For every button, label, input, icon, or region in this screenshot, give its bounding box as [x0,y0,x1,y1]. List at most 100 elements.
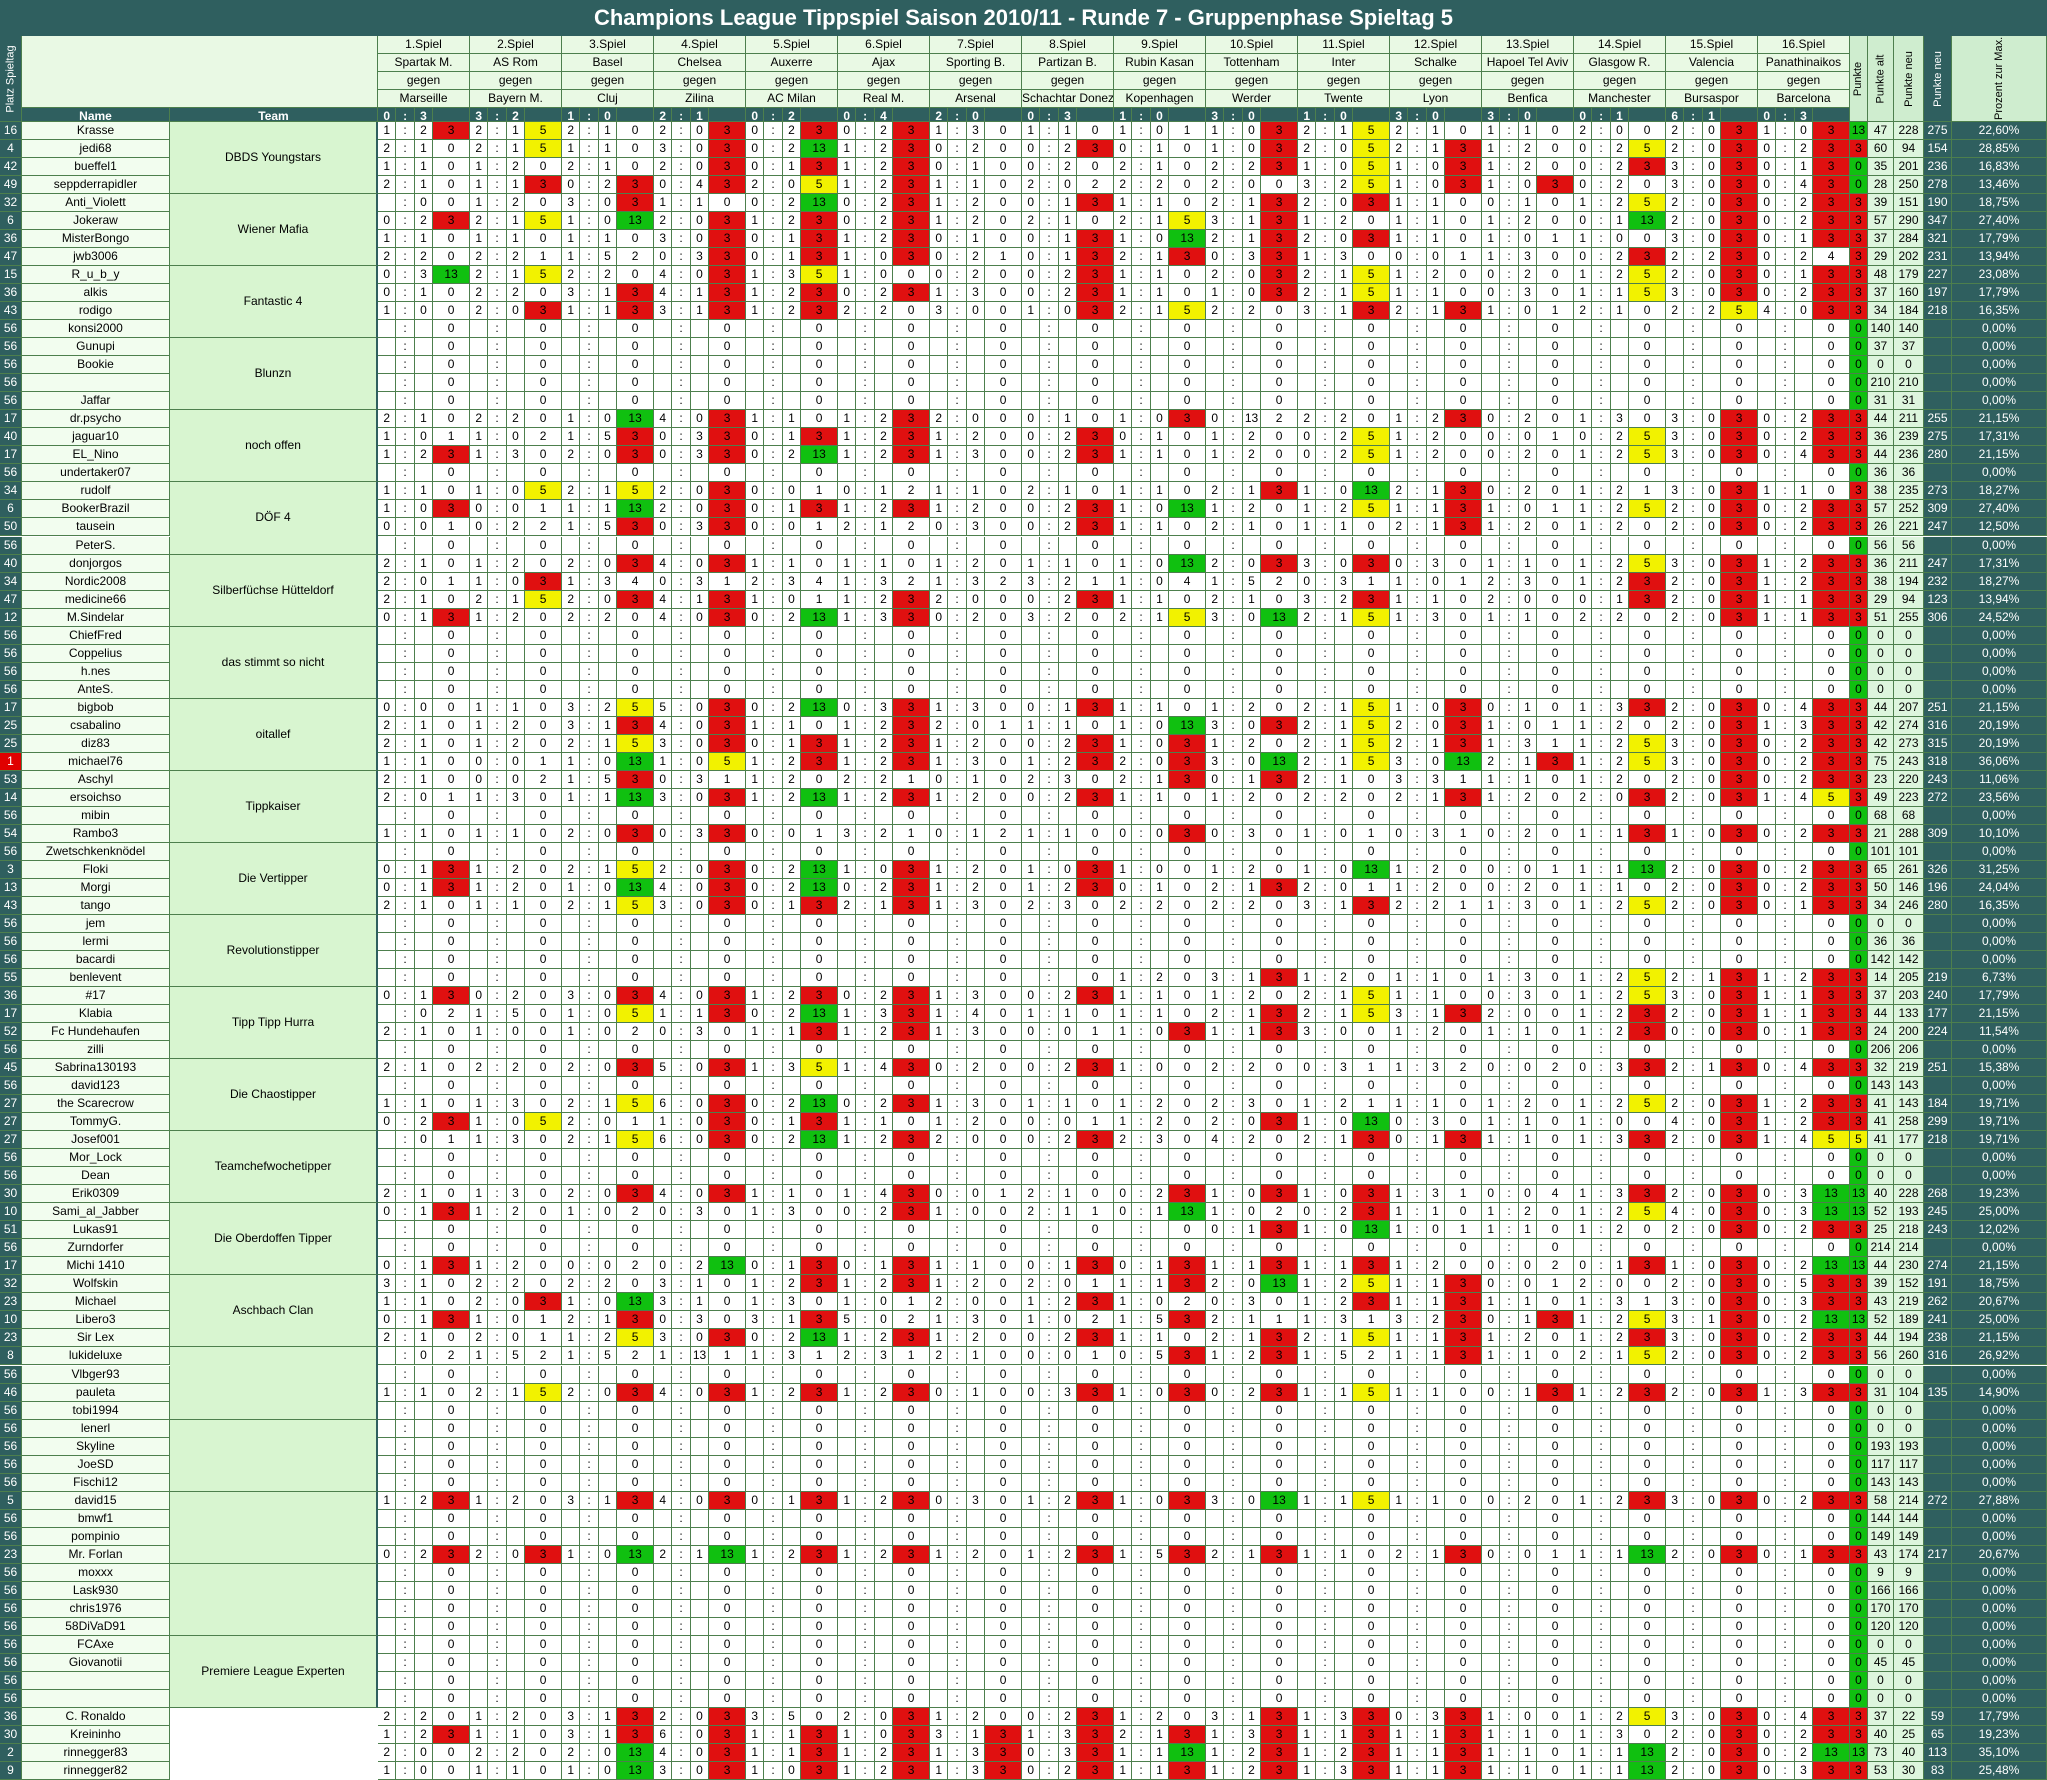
tip-sep: : [1040,374,1058,392]
punkte-cell: 0 [1850,176,1868,194]
tip-home: 1 [1206,446,1224,464]
player-name: Gunupi [22,338,170,356]
tip-home [838,320,856,338]
tip-sep: : [580,284,598,302]
punkte-cell: 0 [1850,464,1868,482]
rank-cell: 40 [0,428,22,446]
tip-points: 0 [801,392,838,410]
tip-sep: : [1316,266,1334,284]
game-gegen: gegen [470,72,562,90]
tip-home: 1 [562,140,580,158]
game-gegen: gegen [378,72,470,90]
tip-away [1795,392,1813,410]
tip-points: 1 [525,248,562,266]
tip-points: 0 [985,356,1022,374]
tip-points: 5 [1353,446,1390,464]
tip-points: 3 [709,122,746,140]
tip-sep: : [1316,338,1334,356]
tip-sep: : [580,356,598,374]
tip-points: 3 [1813,410,1850,428]
tip-home: 2 [470,248,488,266]
tip-sep: : [488,266,506,284]
tip-points: 3 [1077,284,1114,302]
punkte-neu-header: Punkte neu [1894,36,1924,122]
tip-home: 1 [1114,122,1132,140]
tip-home [1482,464,1500,482]
tip-sep: : [580,338,598,356]
tip-away [1427,374,1445,392]
tip-sep: : [1224,266,1242,284]
game-result-home: 2 [654,108,672,122]
tip-away: 1 [1611,302,1629,320]
tip-home: 0 [746,446,764,464]
punkte-neu-cell: 0 [1894,356,1924,374]
tip-away [1151,464,1169,482]
tip-points: 0 [1629,464,1666,482]
tip-sep: : [948,302,966,320]
tip-home [1574,320,1592,338]
tip-away [1427,338,1445,356]
tip-points: 1 [1537,230,1574,248]
punkte-neu-dark-header-text: Punkte neu [1932,51,1944,107]
punkte-cell: 0 [1850,392,1868,410]
tip-points: 0 [709,464,746,482]
tip-home: 2 [746,176,764,194]
tip-home [930,374,948,392]
tip-home: 0 [1758,194,1776,212]
team-name: Wiener Mafia [170,194,378,266]
tip-sep: : [1776,266,1794,284]
tip-away: 2 [1427,410,1445,428]
tip-sep: : [764,248,782,266]
game-home-team: Valencia [1666,54,1758,72]
tip-sep: : [672,230,690,248]
tip-points: 0 [801,374,838,392]
tip-home: 2 [562,122,580,140]
tip-home [1758,356,1776,374]
tip-points: 0 [617,356,654,374]
tip-points: 0 [1537,356,1574,374]
tip-sep: : [1500,140,1518,158]
tip-points: 0 [1813,338,1850,356]
team-name [170,1420,378,1492]
punkte-neu-cell: 290 [1894,212,1924,230]
tip-home: 1 [930,446,948,464]
game-gegen: gegen [1666,72,1758,90]
tip-points: 3 [1077,428,1114,446]
tip-points: 0 [1077,338,1114,356]
tip-points: 3 [525,176,562,194]
tip-points: 13 [1169,230,1206,248]
tip-sep: : [488,320,506,338]
tip-home: 3 [1666,410,1684,428]
tip-sep: : [1500,176,1518,194]
tip-away: 2 [1243,446,1261,464]
rank-cell: 56 [0,464,22,482]
tip-home: 1 [562,230,580,248]
tip-sep: : [1132,140,1150,158]
tip-sep: : [1684,176,1702,194]
game-result-sep: : [856,108,874,122]
tip-sep: : [396,266,414,284]
game-gegen: gegen [1114,72,1206,90]
platz-spieltag-header-text: Platz Spieltag [5,45,17,112]
game-gegen: gegen [1022,72,1114,90]
tip-points: 3 [709,428,746,446]
tip-home [1666,374,1684,392]
tip-sep: : [580,248,598,266]
game-result-away: 2 [507,108,525,122]
prozent-cell: 16,83% [1952,158,2047,176]
tip-home: 0 [930,266,948,284]
name-column-header: Name [22,108,170,122]
tip-sep: : [1684,464,1702,482]
tip-away: 0 [1059,176,1077,194]
tip-sep: : [764,158,782,176]
tip-home: 1 [930,284,948,302]
tip-away [1519,374,1537,392]
tip-away: 2 [875,140,893,158]
team-name [170,1564,378,1636]
tip-points: 0 [801,464,838,482]
tip-points: 0 [1629,320,1666,338]
tip-home: 0 [1758,212,1776,230]
tip-home: 1 [1482,158,1500,176]
tip-away: 1 [415,158,433,176]
game-result-away: 2 [783,108,801,122]
